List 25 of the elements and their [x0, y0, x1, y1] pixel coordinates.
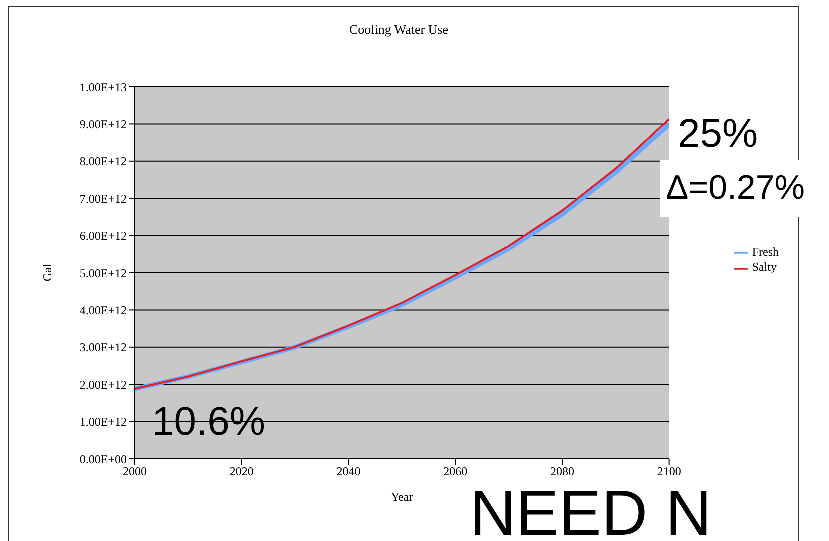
text: 25%: [678, 112, 758, 156]
x-tick-label: 2080: [550, 464, 574, 479]
y-tick-label: 4.00E+12: [80, 303, 127, 318]
y-tick-label: 5.00E+12: [80, 266, 127, 280]
y-tick-label: 8.00E+12: [80, 154, 127, 169]
y-tick-label: 2.00E+12: [80, 378, 127, 392]
y-axis-title: Gal: [40, 264, 54, 282]
text: NEED N: [470, 477, 712, 541]
x-tick-label: 2100: [657, 464, 682, 479]
x-axis-title: Year: [391, 490, 414, 504]
annotation: Δ=0.27%: [660, 160, 811, 218]
chart-title: Cooling Water Use: [348, 22, 450, 38]
x-tick-label: 2040: [336, 464, 361, 479]
legend-label: Salty: [752, 260, 777, 274]
legend-label: Fresh: [752, 245, 779, 259]
y-tick-label: 1.00E+12: [80, 415, 127, 430]
y-tick-label: 9.00E+12: [80, 117, 127, 132]
x-tick-label: 2000: [123, 464, 147, 479]
y-tick-label: 3.00E+12: [80, 340, 127, 355]
y-tick-label: 0.00E+00: [80, 452, 127, 466]
y-tick-label: 7.00E+12: [80, 192, 127, 206]
x-tick-label: 2020: [230, 464, 254, 479]
x-tick-label: 2060: [444, 464, 468, 479]
y-tick-label: 6.00E+12: [80, 229, 127, 244]
y-tick-label: 1.00E+13: [80, 80, 127, 94]
